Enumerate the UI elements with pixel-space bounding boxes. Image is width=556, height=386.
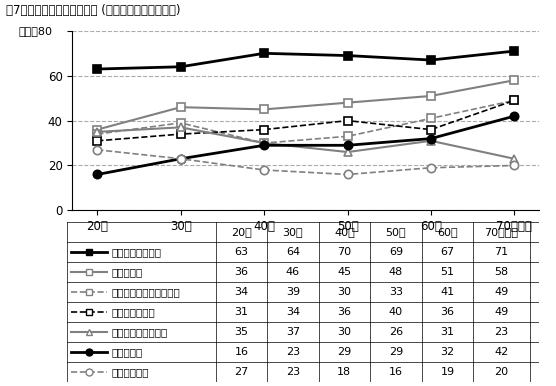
Text: 30代: 30代 — [282, 227, 303, 237]
Text: 37: 37 — [286, 327, 300, 337]
Text: 30: 30 — [337, 287, 351, 297]
Text: 70歳以上: 70歳以上 — [484, 227, 519, 237]
Text: 18: 18 — [337, 367, 351, 377]
Text: 26: 26 — [389, 327, 403, 337]
Text: 70: 70 — [337, 247, 351, 257]
Text: 58: 58 — [494, 267, 509, 277]
Text: 20: 20 — [494, 367, 509, 377]
Text: 71: 71 — [494, 247, 509, 257]
Text: 45: 45 — [337, 267, 351, 277]
Text: 64: 64 — [286, 247, 300, 257]
Text: 40代: 40代 — [334, 227, 355, 237]
Text: 49: 49 — [494, 307, 509, 317]
Text: 36: 36 — [440, 307, 454, 317]
Text: 20代: 20代 — [231, 227, 252, 237]
Text: 多様な意見: 多様な意見 — [112, 267, 143, 277]
Text: 結果に納得: 結果に納得 — [112, 347, 143, 357]
Text: 41: 41 — [440, 287, 454, 297]
Text: 30: 30 — [337, 327, 351, 337]
Text: マスメディアが操作: マスメディアが操作 — [112, 327, 168, 337]
Text: 左右されないほうがよい: 左右されないほうがよい — [112, 287, 180, 297]
Text: 36: 36 — [234, 267, 249, 277]
Text: 31: 31 — [440, 327, 454, 337]
Text: 40: 40 — [389, 307, 403, 317]
Text: 敏感であるべきだ: 敏感であるべきだ — [112, 247, 162, 257]
Text: （％）80: （％）80 — [18, 26, 52, 36]
Text: 23: 23 — [286, 367, 300, 377]
Text: 29: 29 — [337, 347, 351, 357]
Text: 32: 32 — [440, 347, 454, 357]
Text: 29: 29 — [389, 347, 403, 357]
Text: 63: 63 — [234, 247, 249, 257]
Text: 16: 16 — [234, 347, 249, 357]
Text: 19: 19 — [440, 367, 454, 377]
Text: 36: 36 — [337, 307, 351, 317]
Text: 16: 16 — [389, 367, 403, 377]
Text: 23: 23 — [494, 327, 509, 337]
Text: 34: 34 — [234, 287, 249, 297]
Text: 69: 69 — [389, 247, 403, 257]
Text: 政治家が操作: 政治家が操作 — [112, 367, 149, 377]
Text: 33: 33 — [389, 287, 403, 297]
Text: 60代: 60代 — [437, 227, 458, 237]
Text: 67: 67 — [440, 247, 454, 257]
Text: 35: 35 — [234, 327, 249, 337]
Text: 27: 27 — [234, 367, 249, 377]
Text: 23: 23 — [286, 347, 300, 357]
Text: 50代: 50代 — [385, 227, 406, 237]
Text: 31: 31 — [234, 307, 249, 317]
Text: 46: 46 — [286, 267, 300, 277]
Text: 49: 49 — [494, 287, 509, 297]
Text: 34: 34 — [286, 307, 300, 317]
Text: 39: 39 — [286, 287, 300, 297]
Text: 48: 48 — [389, 267, 403, 277]
Text: 公平に意見反映: 公平に意見反映 — [112, 307, 155, 317]
Text: 図7　世論調査に対する意見 (『そう思う』、年層別): 図7 世論調査に対する意見 (『そう思う』、年層別) — [6, 4, 180, 17]
Text: 42: 42 — [494, 347, 509, 357]
Text: 51: 51 — [440, 267, 454, 277]
